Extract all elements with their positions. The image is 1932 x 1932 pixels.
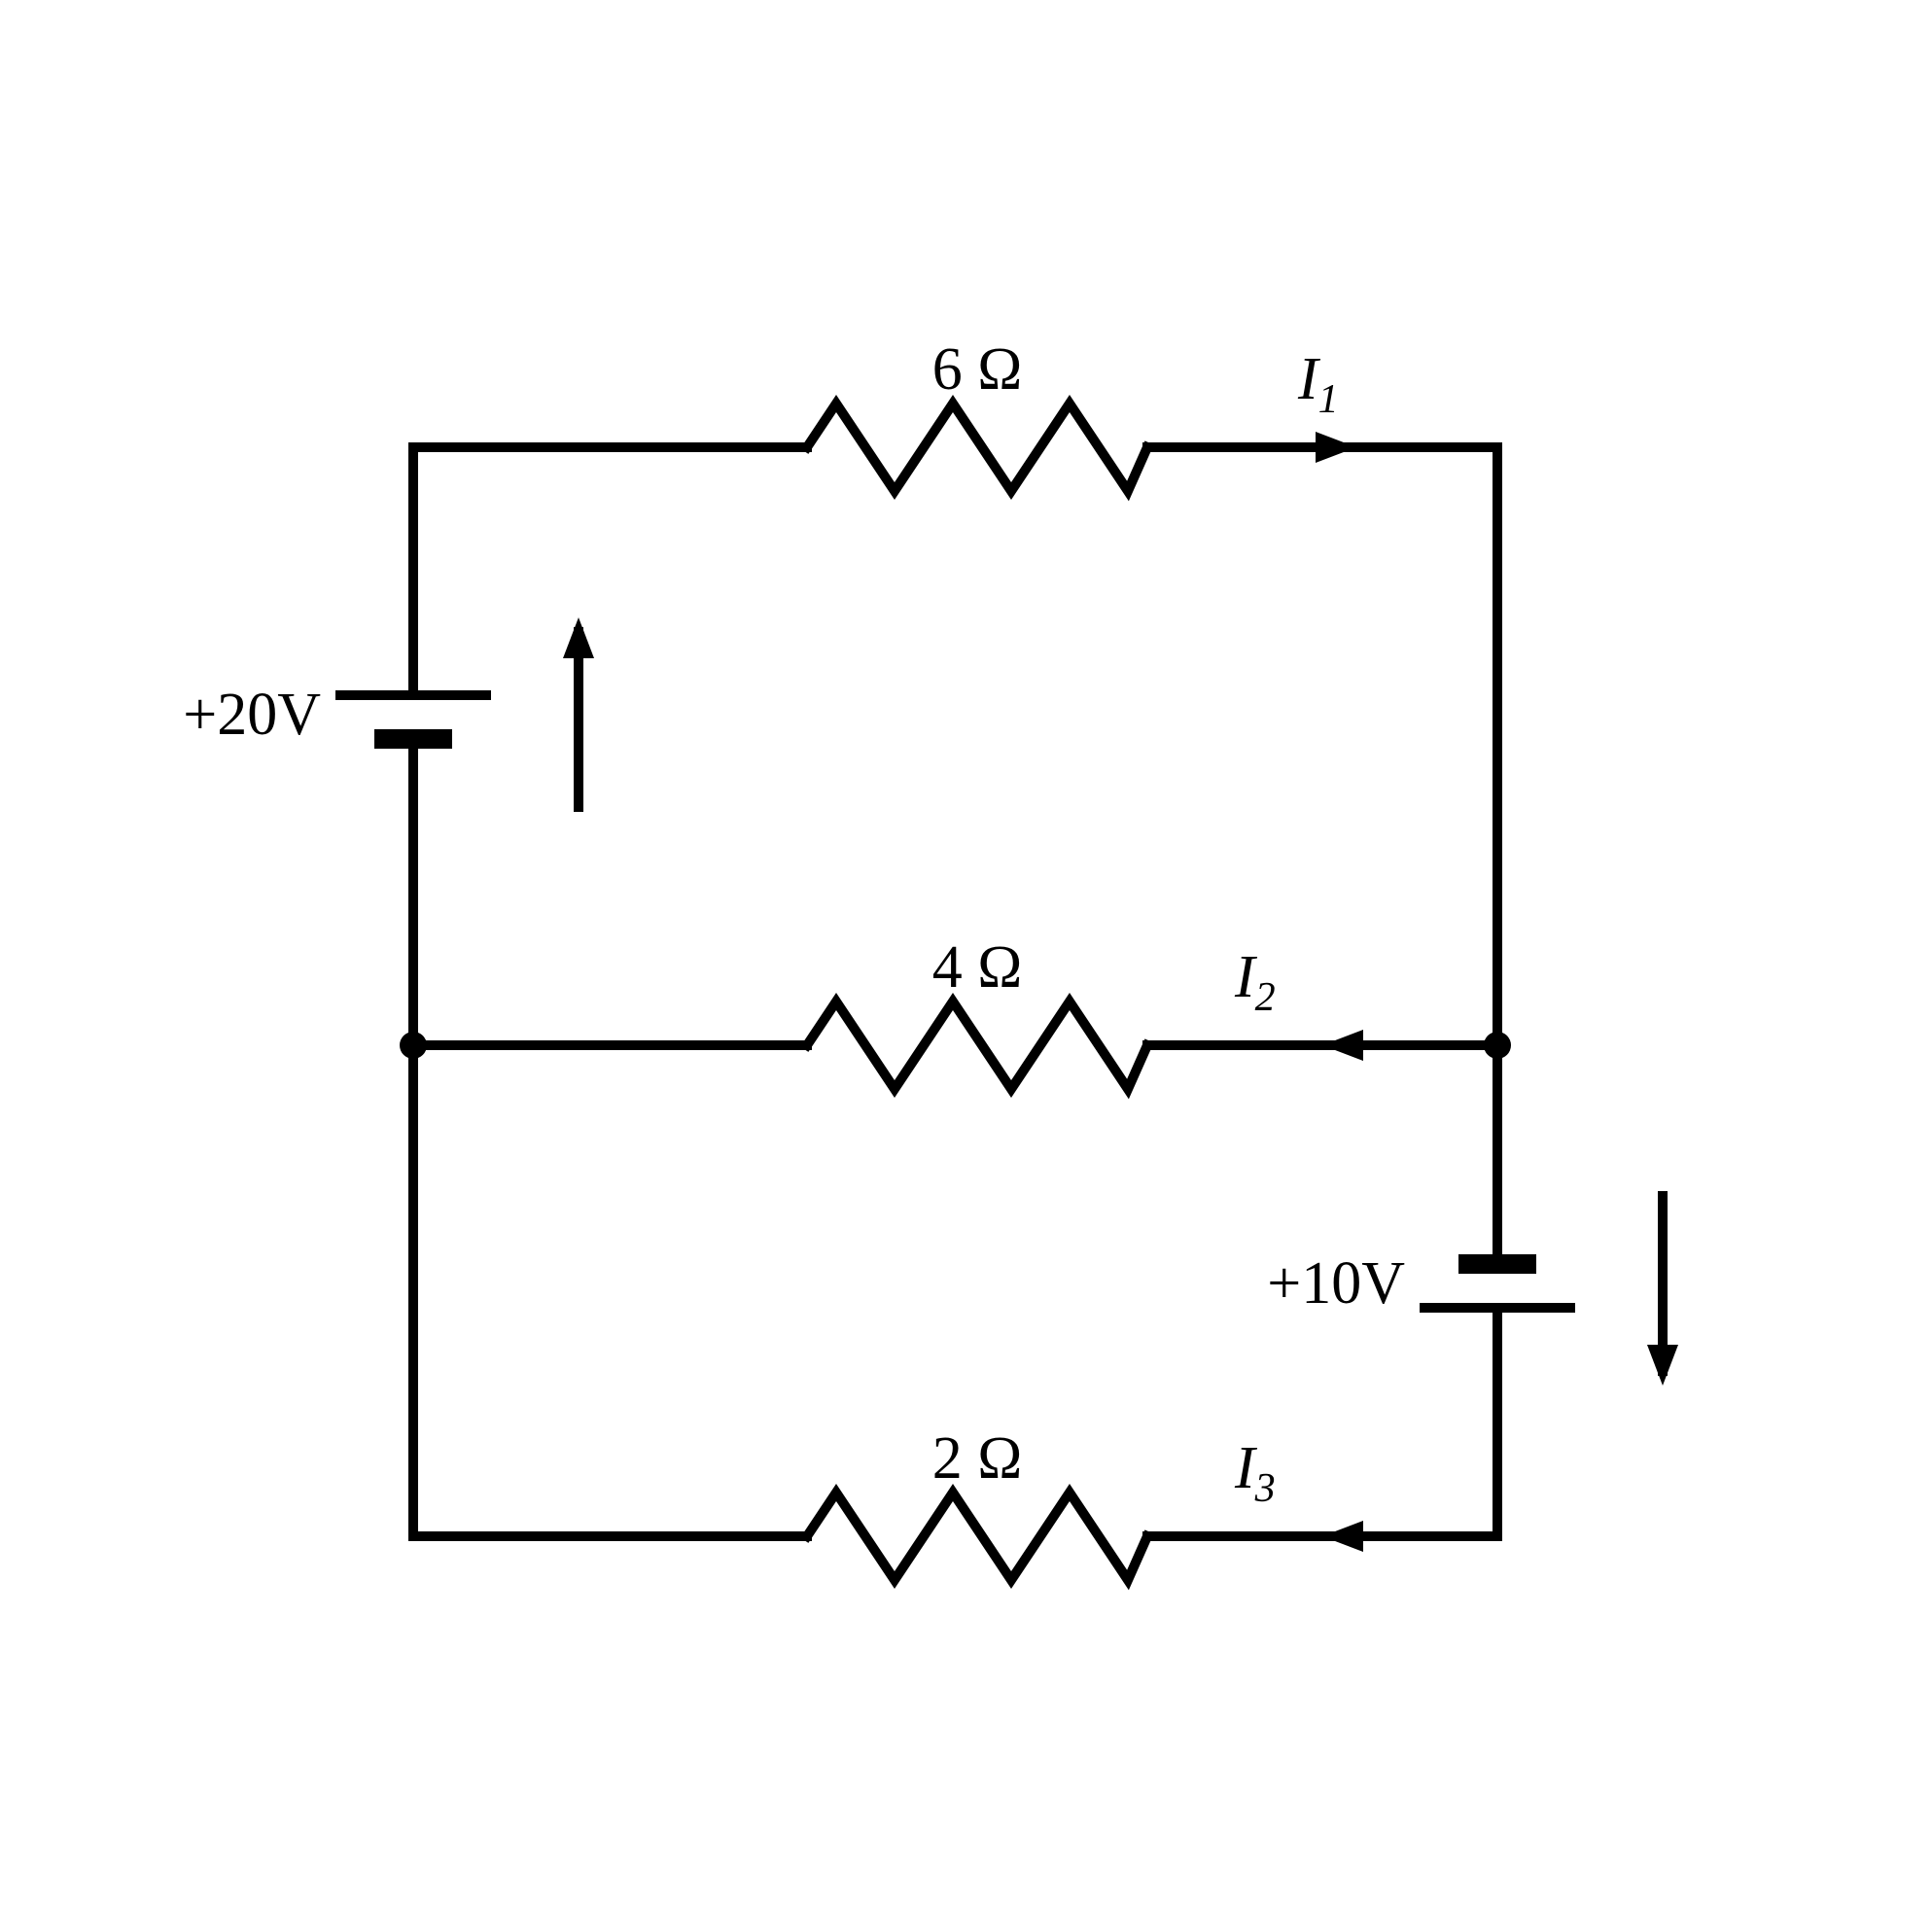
battery-v2: [1424, 1264, 1570, 1308]
battery-v1-arrow: [563, 617, 594, 807]
battery-v2-arrow: [1647, 1196, 1678, 1386]
label-i3: I3: [1234, 1435, 1276, 1511]
label-v1: +20V: [183, 682, 321, 748]
current-arrow-i3: [1322, 1521, 1363, 1552]
node-left-mid: [400, 1032, 427, 1059]
label-r2: 4 Ω: [932, 934, 1023, 1001]
current-arrow-i2: [1322, 1030, 1363, 1061]
label-v2: +10V: [1267, 1250, 1405, 1317]
label-i2: I2: [1234, 944, 1276, 1020]
label-i1: I1: [1297, 346, 1339, 422]
current-arrow-i1: [1316, 432, 1356, 463]
label-r3: 2 Ω: [932, 1425, 1023, 1492]
battery-v1: [340, 695, 486, 739]
label-r1: 6 Ω: [932, 336, 1023, 403]
node-right-mid: [1484, 1032, 1511, 1059]
